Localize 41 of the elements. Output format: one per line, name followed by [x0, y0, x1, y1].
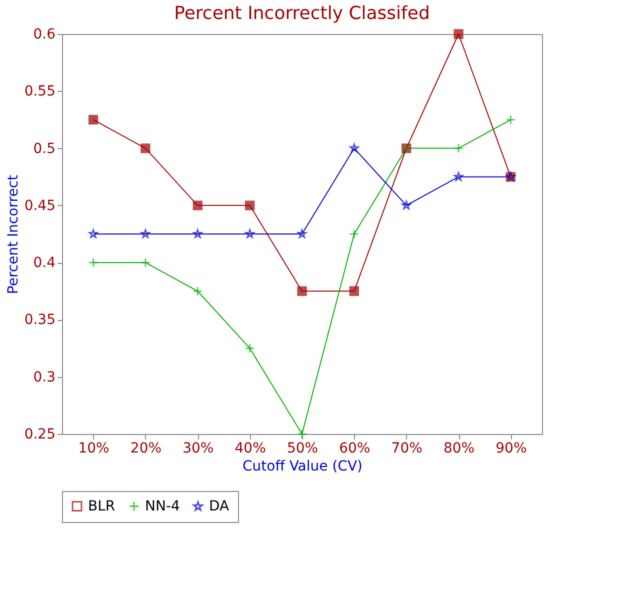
point — [454, 29, 464, 39]
point — [140, 143, 150, 154]
x-tick-label: 40% — [234, 440, 266, 456]
x-tick-label: 50% — [286, 440, 318, 456]
y-tick-label: 0.55 — [24, 84, 56, 100]
y-axis-title: Percent Incorrect — [5, 174, 22, 294]
point — [297, 286, 307, 296]
point — [88, 258, 98, 268]
chart-title: Percent Incorrectly Classifed — [174, 3, 430, 24]
y-tick-label: 0.4 — [33, 255, 56, 272]
point — [244, 200, 255, 210]
point — [454, 143, 464, 154]
legend-label: NN-4 — [145, 498, 180, 514]
point — [88, 114, 98, 125]
x-tick-label: 30% — [182, 440, 214, 456]
point — [140, 229, 150, 238]
x-tick-label: 20% — [130, 440, 162, 456]
y-tick-label: 0.45 — [24, 198, 56, 214]
legend-label: BLR — [88, 498, 116, 514]
point — [506, 114, 516, 125]
x-tick-label: 60% — [339, 440, 370, 456]
point — [297, 229, 307, 238]
point — [349, 229, 360, 239]
point — [192, 200, 202, 210]
point — [192, 286, 202, 296]
point — [349, 286, 360, 296]
y-tick-label: 0.35 — [24, 312, 56, 328]
x-tick-label: 70% — [391, 440, 422, 456]
x-tick-label: 80% — [443, 440, 475, 456]
x-tick-label: 10% — [78, 440, 110, 456]
y-tick-label: 0.5 — [33, 140, 56, 157]
point — [140, 258, 150, 268]
legend-label: DA — [209, 498, 230, 514]
x-tick-label: 90% — [496, 440, 527, 456]
point — [297, 429, 307, 439]
x-axis-title: Cutoff Value (CV) — [242, 458, 362, 474]
point — [454, 172, 464, 181]
y-tick-label: 0.3 — [33, 369, 56, 386]
y-tick-label: 0.6 — [33, 26, 56, 42]
y-tick-label: 0.25 — [24, 426, 56, 442]
point — [244, 343, 255, 354]
